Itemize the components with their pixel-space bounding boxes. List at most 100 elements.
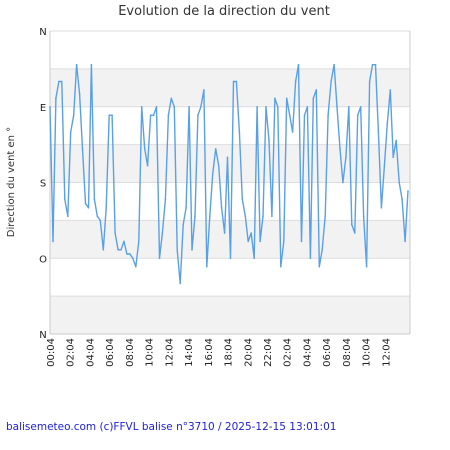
grid-band	[50, 68, 410, 107]
data-point	[345, 156, 347, 159]
data-point	[129, 253, 131, 255]
data-point	[223, 232, 226, 234]
data-point	[217, 164, 220, 167]
data-point	[285, 97, 288, 100]
x-tick-label: 04:04	[302, 338, 313, 367]
data-point	[90, 63, 93, 66]
data-point	[58, 80, 60, 83]
data-point	[185, 207, 187, 209]
data-point	[211, 173, 214, 175]
data-point	[69, 131, 72, 133]
x-tick-label: 08:04	[342, 338, 353, 367]
data-point	[61, 80, 63, 83]
data-point	[108, 114, 110, 116]
data-point	[84, 202, 87, 205]
x-tick-label: 00:04	[46, 338, 57, 367]
data-point	[170, 97, 173, 100]
data-point	[179, 282, 181, 285]
data-point	[55, 97, 57, 100]
data-point	[339, 148, 341, 150]
data-point	[232, 80, 235, 83]
data-point	[336, 106, 338, 108]
data-point	[262, 215, 264, 217]
data-point	[277, 106, 279, 108]
data-point	[146, 164, 149, 167]
data-point	[294, 80, 297, 83]
data-point	[321, 249, 324, 251]
data-point	[395, 139, 398, 142]
data-point	[149, 114, 152, 116]
data-point	[330, 80, 332, 83]
y-tick-label: E	[40, 103, 46, 114]
data-point	[238, 131, 241, 133]
data-point	[348, 106, 350, 108]
data-point	[214, 148, 217, 150]
data-point	[191, 249, 193, 251]
data-point	[241, 198, 244, 201]
data-point	[99, 219, 102, 222]
data-point	[312, 97, 315, 100]
chart-title: Evolution de la direction du vent	[118, 4, 330, 19]
data-point	[324, 215, 327, 217]
data-point	[194, 215, 196, 217]
data-point	[140, 106, 143, 108]
y-tick-label: N	[39, 27, 46, 38]
data-point	[78, 93, 81, 95]
data-point	[309, 257, 312, 260]
x-tick-label: 22:04	[263, 338, 274, 367]
data-point	[81, 148, 84, 150]
data-point	[206, 265, 208, 268]
data-point	[386, 122, 389, 125]
x-tick-label: 10:04	[362, 338, 373, 367]
data-point	[374, 63, 377, 66]
data-point	[383, 164, 386, 167]
data-point	[138, 240, 140, 243]
data-point	[389, 89, 392, 91]
data-point	[164, 198, 167, 201]
data-point	[318, 265, 321, 268]
x-tick-label: 12:04	[381, 338, 392, 367]
data-point	[368, 80, 371, 83]
data-point	[291, 131, 294, 133]
x-tick-label: 14:04	[184, 338, 195, 367]
data-point	[132, 257, 134, 260]
data-point	[75, 63, 78, 66]
data-point	[203, 89, 205, 91]
grid-band	[50, 296, 410, 334]
x-tick-label: 12:04	[164, 338, 175, 367]
x-axis-ticks: 00:04 02:04 04:04 06:04 08:04 10:04 12:04 14:04…	[46, 338, 392, 367]
data-point	[123, 240, 125, 243]
x-tick-label: 20:04	[243, 338, 254, 367]
data-point	[392, 156, 395, 159]
data-point	[300, 240, 303, 243]
data-point	[359, 106, 362, 108]
data-point	[315, 89, 318, 91]
data-point	[102, 249, 105, 251]
data-point	[268, 139, 270, 142]
data-point	[152, 114, 155, 116]
data-point	[398, 181, 401, 184]
data-point	[351, 223, 353, 226]
data-point	[280, 265, 282, 268]
data-point	[64, 198, 66, 201]
data-point	[176, 249, 178, 251]
data-point	[111, 114, 113, 116]
data-point	[354, 232, 356, 234]
data-point	[197, 114, 199, 116]
x-tick-label: 16:04	[204, 338, 215, 367]
footer-credit: balisemeteo.com (c)FFVL balise n°3710 / …	[6, 421, 337, 433]
data-point	[271, 215, 273, 217]
data-point	[407, 190, 409, 192]
data-point	[401, 198, 403, 201]
x-tick-label: 18:04	[224, 338, 235, 367]
data-point	[297, 63, 300, 66]
data-point	[173, 106, 176, 108]
data-point	[220, 207, 223, 209]
grid-lines	[49, 30, 411, 335]
y-tick-label: N	[39, 330, 46, 341]
data-point	[371, 63, 374, 66]
data-point	[229, 257, 232, 260]
data-point	[67, 215, 69, 217]
x-tick-label: 02:04	[283, 338, 294, 367]
data-point	[265, 106, 267, 108]
